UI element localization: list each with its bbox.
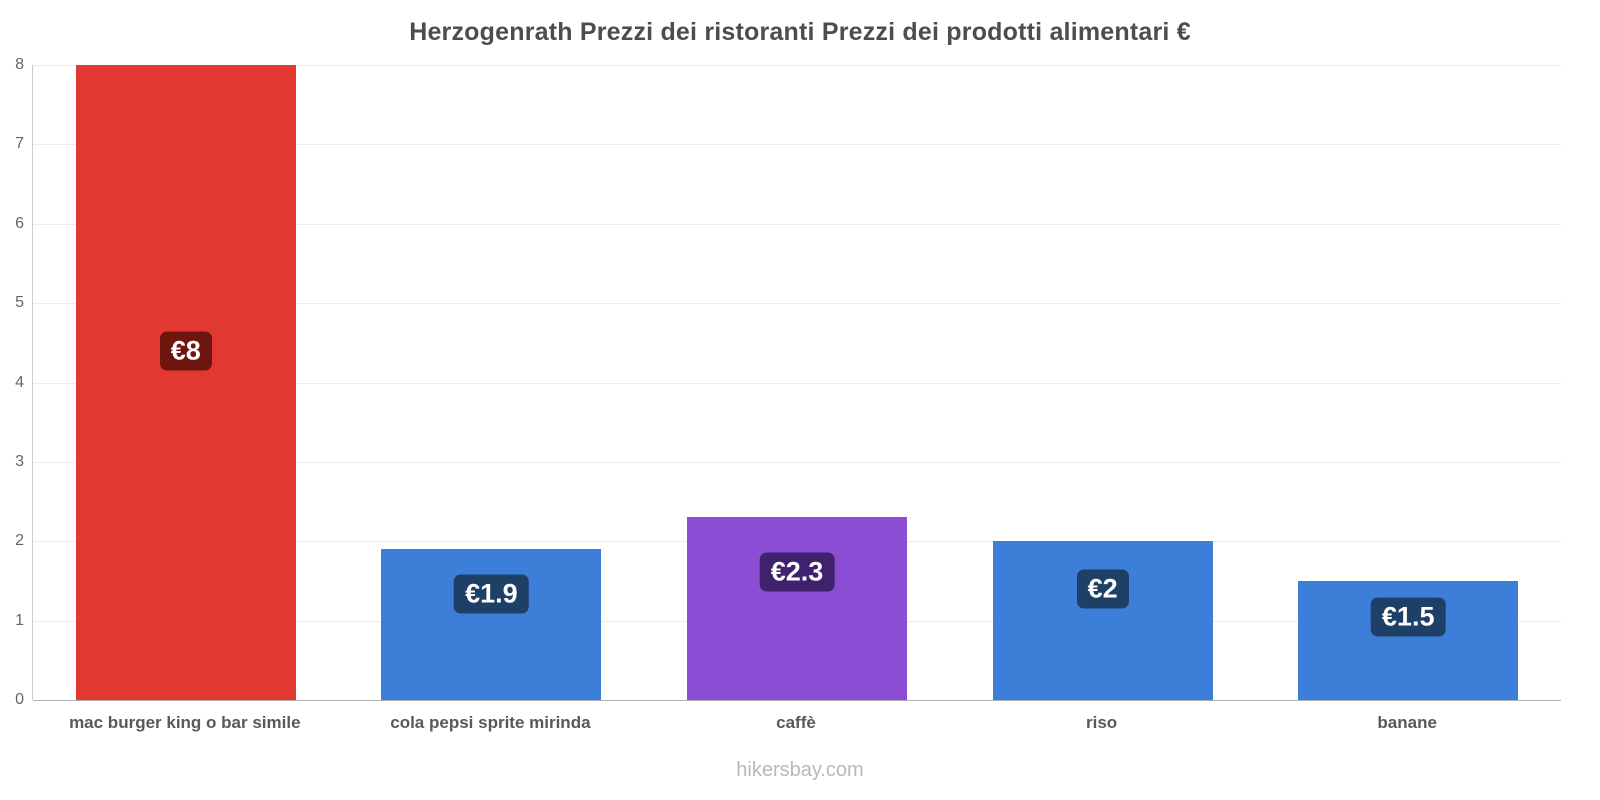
bar-value-badge: €2	[1076, 569, 1129, 609]
y-tick-label: 3	[15, 452, 24, 470]
y-tick-label: 6	[15, 214, 24, 232]
bar-4	[992, 541, 1213, 700]
bar-1	[75, 65, 296, 700]
footer-watermark: hikersbay.com	[736, 759, 864, 781]
y-tick-label: 7	[15, 135, 24, 153]
bar-value-badge: €1.9	[454, 574, 529, 614]
x-category-label: riso	[1086, 713, 1118, 732]
bar-value-badge: €8	[159, 331, 212, 371]
x-category-label: banane	[1377, 713, 1437, 732]
x-category-label: caffè	[776, 713, 816, 732]
gridline	[33, 223, 1561, 225]
bar-value-badge: €2.3	[759, 552, 835, 592]
gridline	[33, 303, 1561, 305]
bar-3	[687, 517, 907, 700]
chart-title: Herzogenrath Prezzi dei ristoranti Prezz…	[409, 18, 1191, 46]
bar-2	[381, 549, 602, 700]
plot-area: €8 €1.9 €2.3 €2 €1.5	[32, 65, 1561, 701]
y-tick-label: 8	[15, 56, 24, 73]
gridline	[33, 382, 1561, 384]
x-category-label: mac burger king o bar simile	[69, 713, 301, 732]
y-tick-label: 5	[15, 294, 24, 312]
bar-value-badge: €1.5	[1370, 597, 1446, 637]
y-tick-label: 2	[15, 532, 24, 550]
x-category-label: cola pepsi sprite mirinda	[390, 713, 591, 732]
gridline	[33, 461, 1561, 463]
y-tick-label: 1	[15, 611, 24, 629]
y-tick-label: 0	[15, 691, 24, 708]
x-axis-line	[33, 700, 1561, 701]
y-tick-label: 4	[15, 373, 24, 391]
gridline	[33, 144, 1561, 146]
gridline	[33, 65, 1561, 66]
